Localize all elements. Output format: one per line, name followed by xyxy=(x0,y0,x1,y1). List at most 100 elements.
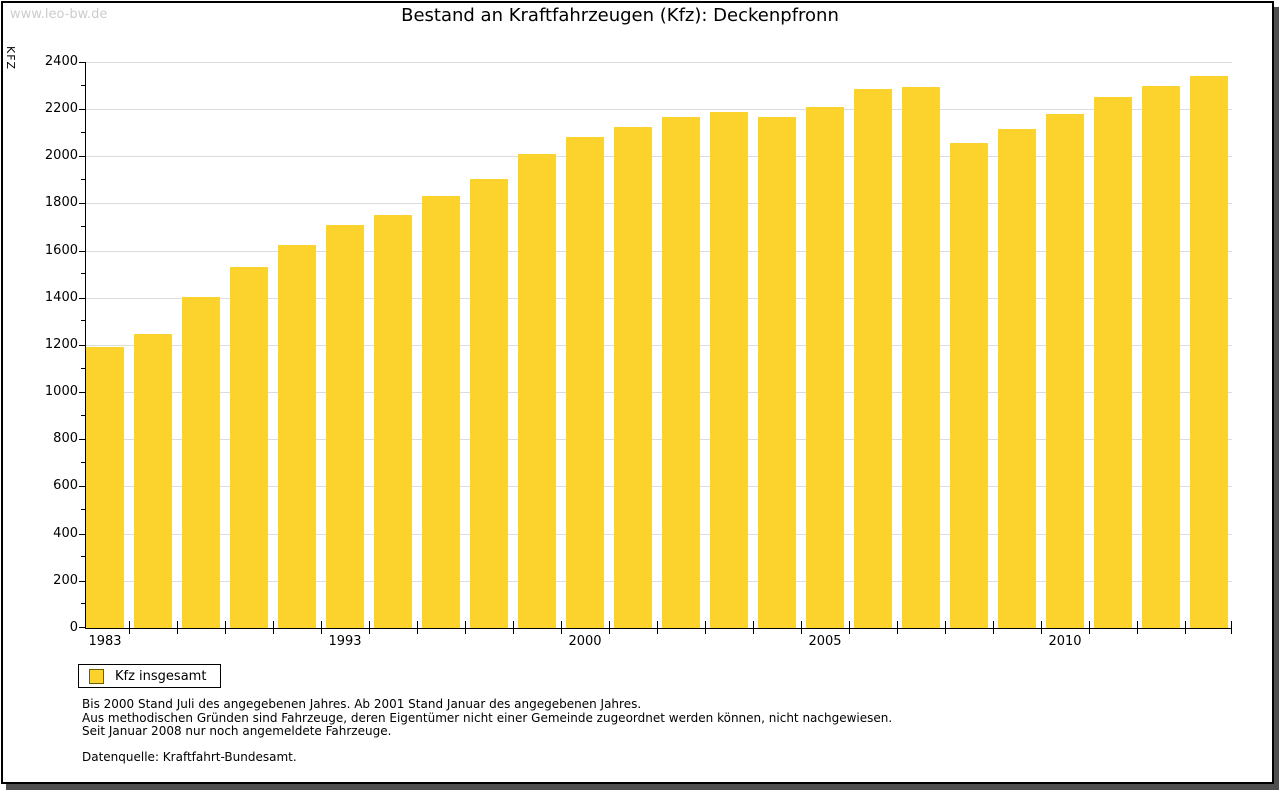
y-axis-major-tick xyxy=(79,345,86,346)
bar-1999 xyxy=(518,154,556,628)
y-axis-major-tick xyxy=(79,392,86,393)
bar-2011 xyxy=(1094,97,1132,628)
gridline xyxy=(86,392,1232,393)
plot-area: 0 200 400 600 800 1000 1200 1400 1600 1800 2000 220… xyxy=(45,55,1232,649)
footnote-line: Seit Januar 2008 nur noch angemeldete Fa… xyxy=(82,724,392,738)
data-source: Datenquelle: Kraftfahrt-Bundesamt. xyxy=(82,750,297,764)
bar-1993 xyxy=(326,225,364,628)
x-axis-tick xyxy=(993,621,994,634)
x-axis-tick xyxy=(465,621,466,634)
y-axis-tick-label: 200 xyxy=(53,573,78,588)
y-axis-minor-tick xyxy=(81,226,86,227)
y-axis-major-tick xyxy=(79,298,86,299)
y-axis-major-tick xyxy=(79,203,86,204)
y-axis-tick-label: 2400 xyxy=(44,54,78,69)
bar-1991 xyxy=(278,245,316,628)
y-axis-tick-label: 1000 xyxy=(44,384,78,399)
x-axis-tick-label: 2010 xyxy=(1048,634,1082,649)
y-axis-minor-tick xyxy=(81,320,86,321)
bar-2010 xyxy=(1046,114,1084,628)
x-axis-tick-label: 2005 xyxy=(808,634,842,649)
gridline xyxy=(86,534,1232,535)
chart-title: Bestand an Kraftfahrzeugen (Kfz): Decken… xyxy=(401,5,839,26)
y-axis-tick-label: 1600 xyxy=(44,243,78,258)
legend-color-swatch xyxy=(89,668,104,684)
x-axis-tick xyxy=(417,621,418,634)
x-axis-tick xyxy=(1137,621,1138,634)
x-axis-tick xyxy=(705,621,706,634)
y-axis-major-tick xyxy=(79,109,86,110)
y-axis-minor-tick xyxy=(81,556,86,557)
bar-2001 xyxy=(614,127,652,628)
x-axis-tick xyxy=(273,621,274,634)
y-axis-major-tick xyxy=(79,534,86,535)
bar-2006 xyxy=(854,89,892,628)
gridline xyxy=(86,439,1232,440)
y-axis-tick-label: 600 xyxy=(53,478,78,493)
x-axis-tick-label: 1983 xyxy=(88,634,122,649)
y-axis-tick-label: 0 xyxy=(69,620,78,635)
gridline xyxy=(86,109,1232,110)
gridline xyxy=(86,486,1232,487)
y-axis-minor-tick xyxy=(81,462,86,463)
y-axis-minor-tick xyxy=(81,509,86,510)
x-axis-tick xyxy=(657,621,658,634)
y-axis-major-tick xyxy=(79,251,86,252)
x-axis-tick xyxy=(177,621,178,634)
bar-1989 xyxy=(230,267,268,628)
x-axis-tick-label: 2000 xyxy=(568,634,602,649)
x-axis-tick xyxy=(369,621,370,634)
gridline xyxy=(86,345,1232,346)
y-axis-major-tick xyxy=(79,156,86,157)
bar-2007 xyxy=(902,87,940,628)
x-axis-tick-label: 1993 xyxy=(328,634,362,649)
y-axis-minor-tick xyxy=(81,132,86,133)
y-axis-major-tick xyxy=(79,486,86,487)
bar-2005 xyxy=(806,107,844,628)
y-axis-tick-label: 800 xyxy=(53,431,78,446)
bar-2008 xyxy=(950,143,988,628)
x-axis-tick xyxy=(561,621,562,634)
y-axis-tick-label: 2000 xyxy=(44,148,78,163)
y-axis-title: KFZ xyxy=(4,46,17,71)
y-axis-minor-tick xyxy=(81,368,86,369)
gridline xyxy=(86,203,1232,204)
y-axis-tick-label: 1800 xyxy=(44,195,78,210)
x-axis-tick xyxy=(1089,621,1090,634)
bar-1995 xyxy=(374,215,412,628)
y-axis-minor-tick xyxy=(81,85,86,86)
watermark: www.leo-bw.de xyxy=(10,7,108,22)
y-axis-minor-tick xyxy=(81,603,86,604)
bar-2004 xyxy=(758,117,796,628)
gridline xyxy=(86,62,1232,63)
bar-2000 xyxy=(566,137,604,628)
bar-1985 xyxy=(134,334,172,628)
bar-1987 xyxy=(182,297,220,628)
bar-1983 xyxy=(86,347,124,628)
y-axis-tick-label: 2200 xyxy=(44,101,78,116)
bar-2002 xyxy=(662,117,700,628)
gridline xyxy=(86,156,1232,157)
footnote-line: Aus methodischen Gründen sind Fahrzeuge,… xyxy=(82,710,893,725)
bar-2012 xyxy=(1142,86,1180,628)
y-axis-major-tick xyxy=(79,581,86,582)
x-axis-tick xyxy=(225,621,226,634)
x-axis-tick xyxy=(129,621,130,634)
gridline xyxy=(86,251,1232,252)
x-axis-tick xyxy=(897,621,898,634)
y-axis-major-tick xyxy=(79,439,86,440)
x-axis-tick xyxy=(945,621,946,634)
x-axis-tick xyxy=(1041,621,1042,634)
x-axis-tick xyxy=(321,621,322,634)
bar-2009 xyxy=(998,129,1036,628)
gridline xyxy=(86,581,1232,582)
x-axis-tick xyxy=(849,621,850,634)
legend-box: Kfz insgesamt xyxy=(78,664,222,688)
x-axis-tick xyxy=(753,621,754,634)
bar-2003 xyxy=(710,112,748,628)
y-axis-minor-tick xyxy=(81,415,86,416)
footnotes: Bis 2000 Stand Juli des angegebenen Jahr… xyxy=(82,697,893,739)
legend-label: Kfz insgesamt xyxy=(115,668,207,684)
y-axis-minor-tick xyxy=(81,273,86,274)
